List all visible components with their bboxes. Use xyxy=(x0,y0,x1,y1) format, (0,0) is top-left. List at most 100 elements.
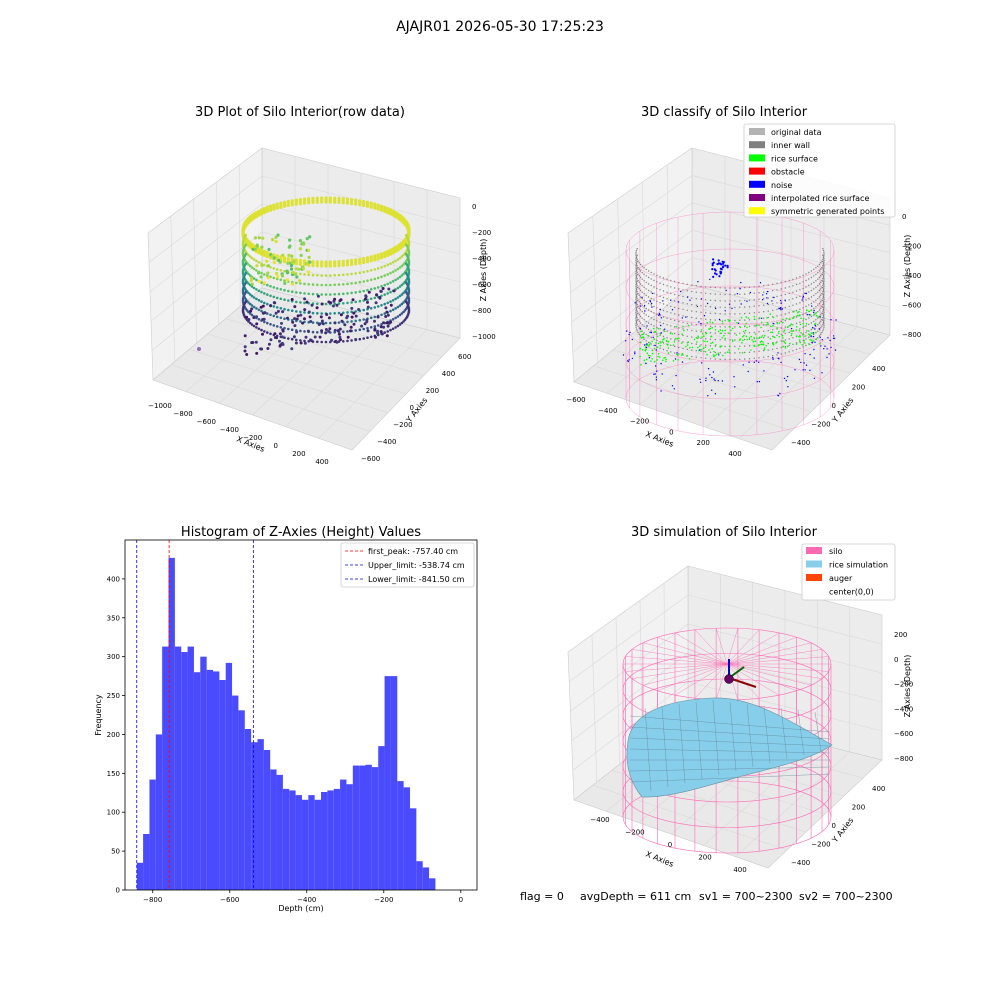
inner-wall-point xyxy=(659,347,661,349)
inner-wall-point xyxy=(822,300,824,302)
grid-line xyxy=(216,181,219,325)
rice-surface-point xyxy=(667,352,670,354)
rice-surface-point xyxy=(746,326,748,329)
rice-surface-point xyxy=(650,360,652,362)
raw-data-point xyxy=(316,331,319,334)
grid-line xyxy=(148,175,263,263)
noise-point xyxy=(662,300,664,302)
noise-point xyxy=(806,314,808,316)
inner-wall-point xyxy=(635,251,637,253)
noise-point xyxy=(721,380,724,382)
inner-wall-point xyxy=(792,278,794,280)
rice-surface-point xyxy=(802,318,805,320)
raw-data-point xyxy=(262,253,266,257)
rice-surface-point xyxy=(804,342,806,344)
histogram-y-tick-label: 250 xyxy=(107,692,120,700)
inner-wall-point xyxy=(822,275,825,278)
silo-wire-spoke xyxy=(657,663,728,691)
rice-surface-point xyxy=(642,333,645,336)
raw-data-point xyxy=(402,253,405,257)
raw-data-point xyxy=(289,267,294,271)
noise-point xyxy=(646,343,648,345)
inner-wall-point xyxy=(700,331,702,333)
raw-data-point xyxy=(376,324,380,327)
noise-point xyxy=(813,311,815,314)
inner-wall-point xyxy=(823,255,825,257)
inner-wall-point xyxy=(666,337,668,339)
panel1-z-tick-label: −200 xyxy=(472,229,491,237)
inner-wall-point xyxy=(686,335,688,337)
raw-data-point xyxy=(311,283,315,286)
raw-data-point xyxy=(250,282,254,286)
rice-surface-point xyxy=(653,360,656,363)
raw-data-point xyxy=(311,311,315,315)
raw-data-point xyxy=(342,311,345,315)
histogram-bar xyxy=(327,790,334,890)
inner-wall-point xyxy=(635,279,637,281)
noise-point xyxy=(664,328,666,330)
inner-wall-point xyxy=(817,265,819,267)
raw-data-point xyxy=(396,286,400,290)
rice-surface-point xyxy=(656,335,659,338)
inner-wall-point xyxy=(823,324,825,327)
raw-data-point xyxy=(329,274,332,277)
inner-wall-point xyxy=(813,333,815,336)
raw-data-point xyxy=(350,272,353,276)
inner-wall-point xyxy=(636,313,638,315)
histogram-bar xyxy=(346,784,353,890)
noise-point xyxy=(717,262,721,265)
noise-point xyxy=(766,290,769,293)
histogram-bar xyxy=(371,767,379,890)
raw-data-point xyxy=(394,297,397,301)
rice-surface-point xyxy=(706,322,709,324)
inner-wall-point xyxy=(823,305,825,307)
inner-wall-point xyxy=(636,284,638,286)
rice-surface-point xyxy=(713,350,715,353)
noise-point xyxy=(812,332,815,334)
inner-wall-point xyxy=(659,334,661,336)
grid-line xyxy=(691,229,891,281)
raw-data-point xyxy=(354,338,358,341)
rice-surface-point xyxy=(639,355,641,358)
inner-wall-point xyxy=(805,286,807,288)
raw-data-point xyxy=(374,335,377,339)
inner-wall-point xyxy=(638,327,640,329)
raw-data-point xyxy=(324,340,328,344)
inner-wall-point xyxy=(802,300,804,303)
raw-data-point xyxy=(262,211,266,215)
inner-wall-point xyxy=(656,287,658,290)
inner-wall-point xyxy=(637,331,639,334)
raw-data-point xyxy=(342,302,345,305)
panel1-ylabel: Y Axies xyxy=(404,396,430,425)
raw-data-point xyxy=(295,281,298,285)
inner-wall-point xyxy=(695,311,697,313)
inner-wall-point xyxy=(815,267,817,269)
inner-wall-point xyxy=(776,295,778,298)
raw-data-point xyxy=(329,293,332,296)
raw-data-point xyxy=(366,329,370,333)
inner-wall-point xyxy=(719,352,721,354)
inner-wall-point xyxy=(656,274,658,277)
raw-data-point xyxy=(311,200,315,204)
inner-wall-point xyxy=(729,293,731,296)
rice-surface-point xyxy=(744,325,746,327)
raw-data-point xyxy=(398,323,402,326)
raw-data-point xyxy=(383,312,387,315)
inner-wall-point xyxy=(638,320,640,322)
noise-point xyxy=(804,353,806,355)
raw-data-point xyxy=(283,281,287,285)
inner-wall-point xyxy=(748,351,751,353)
raw-data-point xyxy=(350,306,354,310)
raw-data-point xyxy=(389,262,392,265)
inner-wall-point xyxy=(776,334,778,337)
inner-wall-point xyxy=(695,298,697,300)
panel4-y-tick-label: −200 xyxy=(811,841,830,849)
histogram-bar xyxy=(295,795,302,890)
inner-wall-point xyxy=(641,278,643,280)
noise-point xyxy=(778,358,780,360)
inner-wall-point xyxy=(795,322,798,325)
grid-line xyxy=(572,681,689,771)
inner-wall-point xyxy=(818,309,821,311)
